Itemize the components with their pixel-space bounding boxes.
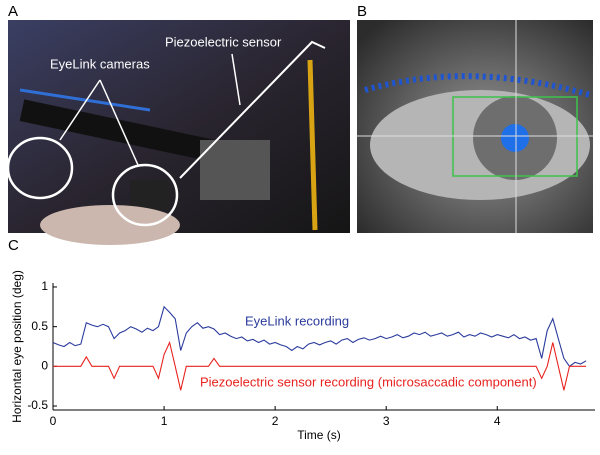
x-tick-label: 3 — [383, 414, 390, 428]
panel-label: A — [8, 3, 18, 20]
y-tick-label: -0.5 — [27, 398, 48, 412]
x-axis-label: Time (s) — [297, 428, 341, 442]
photo-a: EyeLink cameras Piezoelectric sensor — [6, 20, 350, 245]
y-tick-label: 1 — [41, 279, 48, 293]
x-tick-label: 0 — [50, 414, 57, 428]
series-line — [53, 340, 587, 391]
annotation: Piezoelectric sensor — [165, 34, 282, 49]
panel-label: C — [8, 237, 19, 254]
panel-label: B — [357, 3, 367, 20]
series-line — [52, 305, 587, 368]
series-label: Piezoelectric sensor recording (microsac… — [200, 374, 537, 389]
series-label: EyeLink recording — [245, 313, 349, 328]
y-tick-label: 0 — [41, 359, 48, 373]
x-tick-label: 2 — [272, 414, 279, 428]
x-tick-label: 1 — [161, 414, 168, 428]
y-tick-label: 0.5 — [31, 319, 48, 333]
photo-b — [357, 20, 593, 233]
x-tick-label: 4 — [494, 414, 501, 428]
y-axis-label: Horizontal eye position (deg) — [10, 270, 24, 423]
annotation: EyeLink cameras — [50, 56, 150, 71]
